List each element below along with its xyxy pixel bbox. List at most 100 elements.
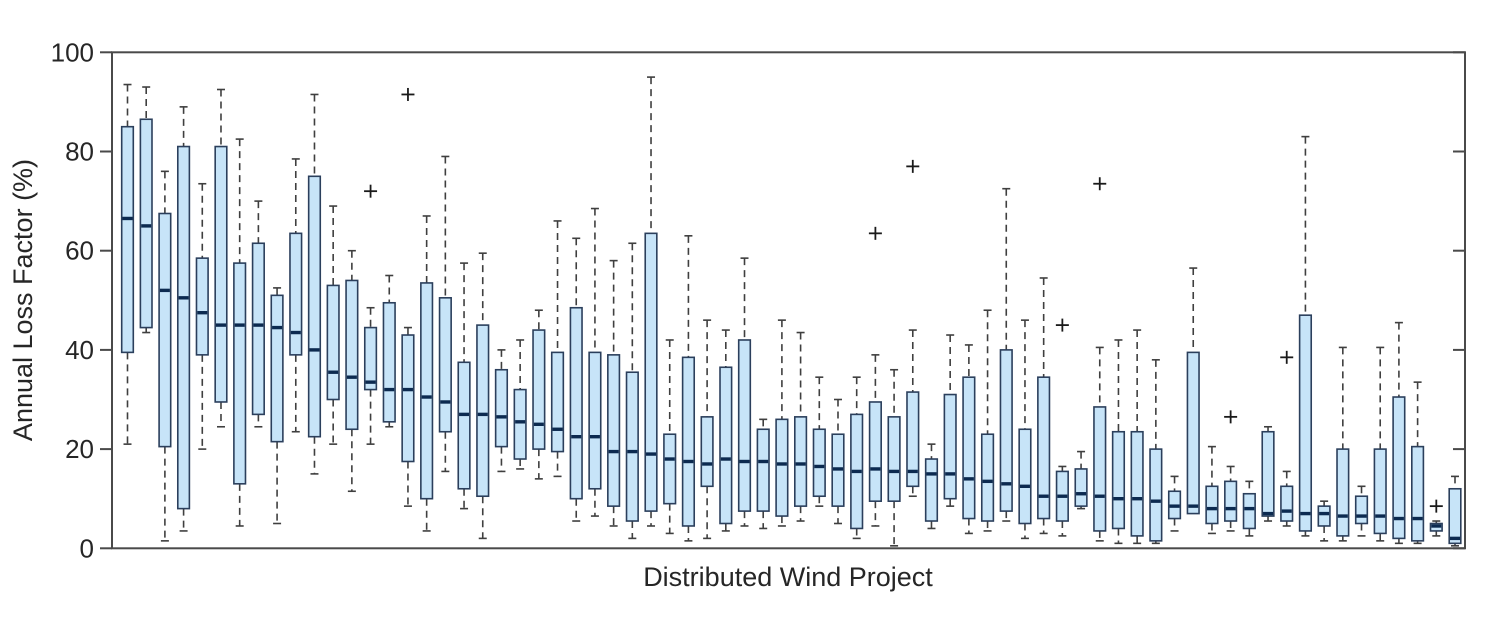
box: [176, 145, 191, 510]
box: [607, 354, 621, 507]
box: [1392, 396, 1406, 540]
median-line: [1244, 506, 1255, 511]
median-line: [122, 216, 133, 221]
box: [494, 368, 509, 448]
box: [719, 366, 733, 525]
box: [1186, 351, 1200, 515]
box: [120, 125, 135, 354]
median-line: [758, 459, 769, 464]
median-line: [1281, 509, 1292, 513]
median-line: [1132, 497, 1143, 501]
median-line: [402, 387, 413, 392]
median-line: [159, 288, 170, 293]
median-line: [365, 380, 376, 384]
box: [1298, 314, 1313, 532]
box: [1448, 487, 1462, 545]
median-line: [215, 323, 226, 327]
box: [251, 242, 265, 416]
median-line: [1375, 514, 1386, 518]
median-line: [328, 370, 339, 374]
median-line: [1431, 524, 1442, 528]
median-line: [889, 469, 900, 474]
median-line: [1263, 511, 1274, 516]
box: [887, 416, 901, 502]
median-line: [1206, 506, 1217, 511]
box: [420, 282, 434, 500]
box: [1093, 406, 1107, 532]
box: [476, 324, 490, 498]
box: [457, 361, 471, 490]
median-line: [1113, 497, 1124, 501]
median-line: [963, 477, 974, 481]
box: [139, 118, 153, 329]
median-line: [851, 469, 862, 474]
box: [906, 391, 920, 488]
median-line: [982, 479, 993, 484]
box: [681, 356, 696, 527]
median-line: [1450, 536, 1460, 541]
median-line: [533, 422, 544, 426]
median-line: [459, 412, 470, 417]
median-line: [346, 375, 357, 379]
box: [812, 428, 826, 498]
median-line: [197, 311, 208, 315]
median-line: [926, 472, 937, 476]
median-line: [1038, 494, 1049, 498]
median-line: [141, 224, 152, 228]
box: [270, 294, 284, 443]
median-line: [702, 462, 713, 466]
box: [1242, 492, 1256, 530]
median-line: [1169, 504, 1180, 508]
box: [233, 262, 247, 485]
box: [1018, 428, 1032, 525]
median-line: [1076, 492, 1087, 496]
median-line: [384, 387, 395, 392]
box: [999, 349, 1013, 512]
box: [1224, 480, 1238, 522]
median-line: [515, 420, 526, 424]
box: [1411, 445, 1425, 542]
box: [1074, 468, 1088, 507]
median-line: [870, 467, 881, 471]
median-line: [440, 400, 451, 404]
median-line: [907, 469, 918, 474]
box: [550, 351, 565, 453]
box: [980, 433, 995, 522]
median-line: [1393, 516, 1404, 521]
box: [307, 175, 322, 438]
box: [1149, 448, 1163, 542]
median-line: [1412, 516, 1423, 521]
box: [737, 339, 752, 512]
median-line: [646, 452, 657, 456]
box: [569, 306, 583, 500]
median-line: [1319, 511, 1330, 516]
box: [588, 351, 602, 490]
median-line: [832, 467, 843, 471]
box: [644, 232, 658, 512]
box: [1280, 485, 1294, 522]
box: [326, 284, 340, 401]
box: [438, 297, 452, 433]
box: [1336, 448, 1350, 537]
box: [345, 279, 359, 431]
median-line: [776, 462, 787, 466]
box: [625, 371, 639, 522]
plot-area: 0 20 40 60 80 100: [51, 37, 1466, 563]
box: [793, 416, 808, 507]
box: [1111, 430, 1126, 530]
box: [214, 145, 228, 403]
y-tick-label: 20: [65, 434, 94, 464]
y-tick-label: 0: [80, 533, 94, 563]
median-line: [1019, 484, 1030, 488]
axis-frame: [111, 51, 1466, 550]
median-line: [290, 330, 301, 335]
median-line: [552, 427, 563, 431]
median-line: [1300, 511, 1311, 516]
box: [868, 401, 882, 502]
box: [1130, 430, 1144, 537]
median-line: [234, 323, 245, 327]
box: [1354, 495, 1369, 525]
median-line: [1337, 514, 1348, 518]
box: [756, 428, 770, 512]
